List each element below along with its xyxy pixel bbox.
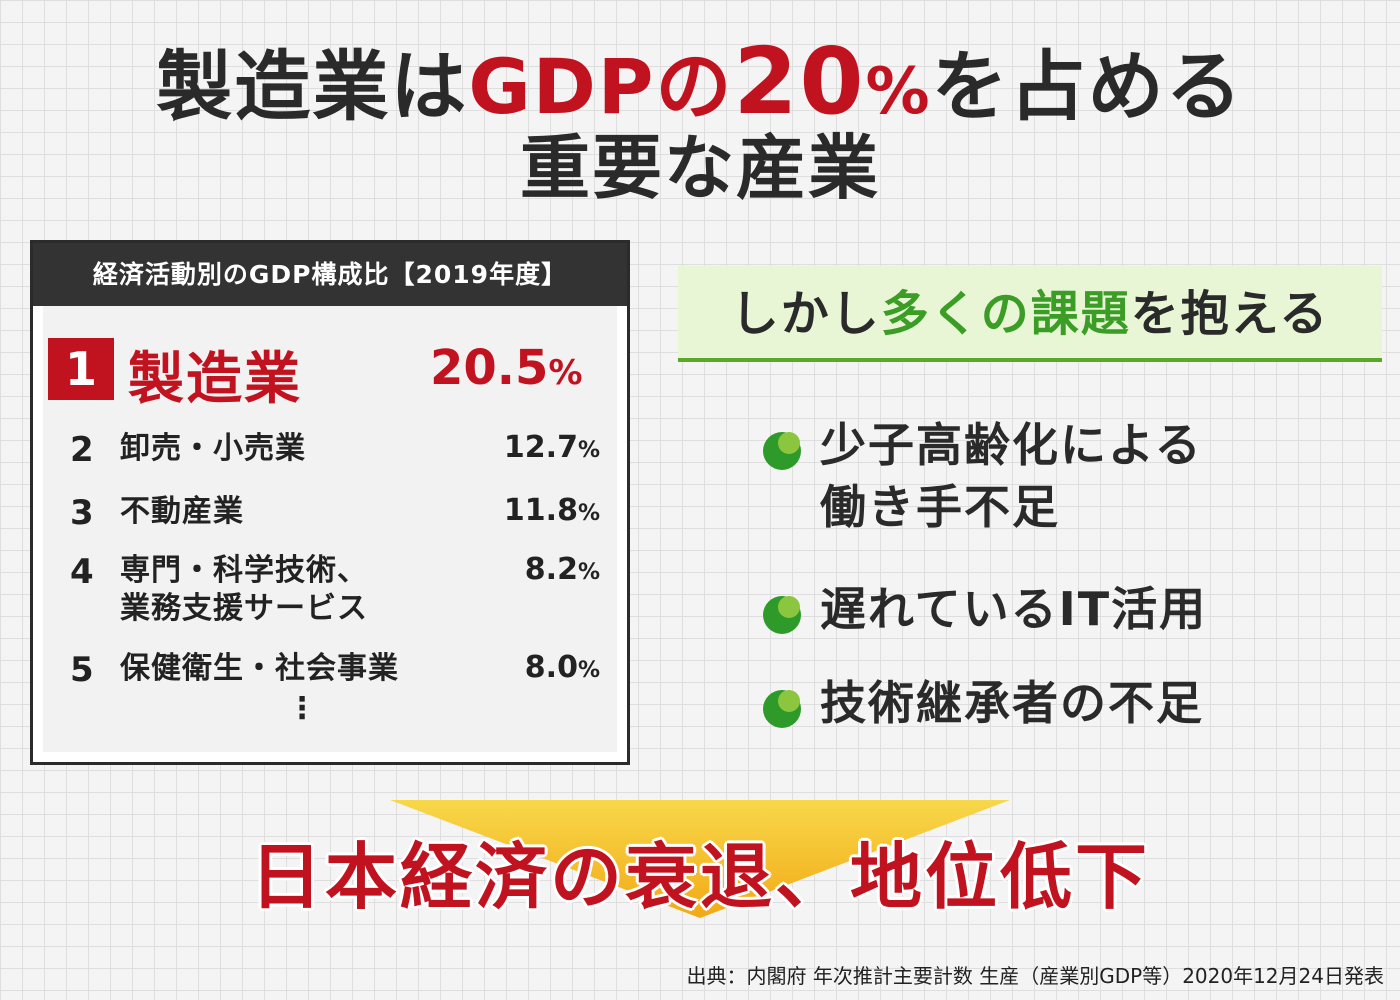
issue-text-line: 働き手不足 (820, 480, 1060, 534)
row-value-number: 12.7 (503, 430, 578, 465)
gdp-table-card: 経済活動別のGDP構成比【2019年度】 (30, 240, 630, 765)
main-title: 製造業はGDPの20%を占める (0, 34, 1400, 140)
row-label-line: 専門・科学技術、 (120, 553, 368, 588)
subtitle: 重要な産業 (520, 127, 880, 209)
title-number: 20 (733, 28, 866, 135)
row-label: 保健衛生・社会事業 (120, 651, 399, 686)
source-note: 出典：内閣府 年次推計主要計数 生産（産業別GDP等）2020年12月24日発表 (686, 964, 1384, 988)
issue-text-line: 少子高齢化による (820, 418, 1203, 472)
row-label: 専門・科学技術、 業務支援サービス (120, 552, 368, 628)
row-value-unit: % (577, 658, 600, 683)
row-rank: 3 (70, 493, 94, 533)
row-value: 8.2% (525, 552, 600, 587)
row-label: 卸売・小売業 (120, 431, 306, 466)
row-rank: 5 (70, 650, 94, 690)
green-dot-icon (763, 690, 801, 728)
title-percent: % (865, 55, 932, 129)
issues-heading: しかし多くの課題を抱える (678, 266, 1382, 362)
row-value-number: 11.8 (503, 493, 578, 528)
issue-text: 少子高齢化による 働き手不足 (820, 414, 1203, 538)
more-rows-ellipsis: ⋮ (287, 691, 317, 726)
row-label-line: 業務支援サービス (120, 591, 368, 626)
issues-heading-part: しかし (730, 286, 881, 342)
issue-text: 遅れているIT活用 (820, 582, 1208, 636)
title-part: 製造業は (156, 42, 469, 131)
title-gdp: GDPの (468, 42, 734, 131)
row-label: 不動産業 (120, 494, 244, 529)
row-value-number: 8.2 (524, 552, 578, 587)
top-industry-value: 20.5% (430, 340, 583, 396)
rank-badge: 1 (48, 338, 114, 400)
row-value: 12.7% (504, 430, 600, 465)
row-value-unit: % (577, 438, 600, 463)
gdp-table-body (43, 306, 617, 752)
top-industry-label: 製造業 (128, 347, 302, 412)
title-part: を占める (931, 42, 1244, 131)
issues-heading-emphasis: 多くの課題 (880, 286, 1131, 342)
green-dot-icon (763, 596, 801, 634)
conclusion-text: 日本経済の衰退、地位低下 (249, 835, 1150, 919)
green-dot-icon (763, 432, 801, 470)
issues-heading-part: を抱える (1130, 286, 1330, 342)
row-rank: 4 (70, 552, 94, 592)
row-rank: 2 (70, 430, 94, 470)
top-value-number: 20.5 (430, 340, 549, 396)
issue-text: 技術継承者の不足 (820, 676, 1204, 730)
row-value: 11.8% (504, 493, 600, 528)
row-value: 8.0% (525, 650, 600, 685)
gdp-table-heading: 経済活動別のGDP構成比【2019年度】 (33, 243, 627, 306)
row-value-unit: % (577, 501, 600, 526)
down-arrow-icon (390, 800, 1010, 918)
row-value-number: 8.0 (524, 650, 578, 685)
row-value-unit: % (577, 560, 600, 585)
top-value-unit: % (548, 353, 583, 393)
